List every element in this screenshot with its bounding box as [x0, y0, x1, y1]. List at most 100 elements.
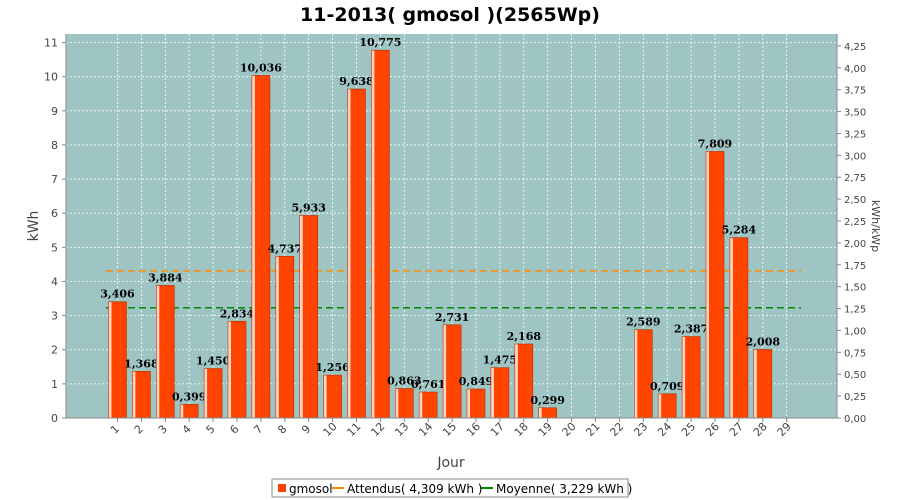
- y-tick-label: 9: [51, 105, 58, 118]
- bar-value-label: 2,589: [626, 316, 660, 329]
- bar-highlight: [275, 256, 279, 418]
- bar-day-3: 3,884: [148, 271, 183, 419]
- x-tick-label: 26: [703, 420, 722, 439]
- x-tick-label: 13: [392, 420, 411, 439]
- bar-value-label: 5,284: [722, 224, 757, 237]
- legend-box: [271, 478, 629, 498]
- bar-value-label: 2,387: [674, 323, 708, 336]
- y-tick-label: 10: [44, 71, 58, 84]
- y2-tick-label: 3,75: [844, 86, 866, 97]
- bar-day-13: 0,863: [387, 375, 422, 419]
- y2-tick-label: 0,75: [844, 348, 866, 359]
- bar-day-14: 0,761: [411, 378, 445, 419]
- bar-value-label: 0,863: [387, 375, 421, 388]
- y-tick-label: 0: [51, 412, 58, 425]
- legend: gmosol Attendus( 4,309 kWh ) Moyenne( 3,…: [271, 478, 632, 498]
- x-tick-label: 19: [536, 420, 555, 439]
- bar-value-label: 2,731: [435, 311, 469, 324]
- bar: [132, 371, 151, 418]
- bar: [228, 321, 246, 418]
- x-tick-label: 28: [751, 420, 770, 439]
- y2-axis-label: kWh/kWp: [869, 200, 882, 252]
- bar: [419, 392, 438, 418]
- bars: 3,406 1,368 3,884 0,399 1,450 2,834 10,036 4,73…: [100, 36, 781, 419]
- bar: [538, 407, 557, 418]
- y2-tick-label: 0,50: [844, 370, 866, 381]
- bar-day-11: 9,638: [339, 75, 374, 419]
- bar-highlight: [180, 404, 184, 418]
- bar-highlight: [514, 343, 518, 418]
- y2-tick-label: 1,25: [844, 305, 866, 316]
- bar: [729, 237, 748, 418]
- bar-value-label: 10,036: [240, 61, 282, 74]
- x-tick-label: 6: [227, 422, 241, 436]
- x-tick-label: 2: [132, 422, 146, 436]
- bar: [658, 393, 677, 418]
- x-tick-label: 5: [204, 422, 218, 436]
- bar-highlight: [490, 367, 494, 418]
- x-tick-label: 29: [775, 420, 794, 439]
- bar: [706, 151, 724, 418]
- bar-highlight: [538, 407, 542, 418]
- bar-day-1: 3,406: [100, 288, 135, 419]
- y2-tick-label: 1,75: [844, 261, 866, 272]
- y-tick-label: 2: [51, 344, 58, 357]
- legend-swatch-gmosol: [278, 484, 286, 492]
- bar-day-15: 2,731: [435, 311, 469, 419]
- bar-highlight: [204, 368, 208, 418]
- x-tick-label: 27: [727, 420, 746, 439]
- x-tick-label: 1: [108, 422, 122, 436]
- y2-tick-label: 4,00: [844, 64, 866, 75]
- bar-highlight: [228, 321, 231, 418]
- bar-highlight: [299, 215, 303, 418]
- bar-value-label: 0,849: [459, 375, 493, 388]
- bar-day-28: 2,008: [746, 335, 781, 419]
- bar-day-27: 5,284: [722, 224, 757, 419]
- bar-day-17: 1,475: [483, 354, 517, 419]
- bar-highlight: [753, 349, 757, 418]
- x-tick-label: 16: [464, 420, 483, 439]
- bar-value-label: 1,475: [483, 354, 517, 367]
- bar-highlight: [323, 375, 327, 418]
- x-axis-label: Jour: [436, 455, 465, 471]
- bar-value-label: 5,933: [291, 201, 325, 214]
- bar-value-label: 2,168: [507, 330, 542, 343]
- bar-value-label: 3,406: [100, 288, 135, 301]
- bar-value-label: 10,775: [359, 36, 401, 49]
- bar-highlight: [347, 89, 351, 418]
- bar-highlight: [443, 324, 447, 418]
- bar-value-label: 9,638: [339, 75, 374, 88]
- bar-value-label: 3,884: [148, 271, 183, 284]
- bar: [204, 368, 223, 418]
- x-tick-label: 10: [321, 420, 340, 439]
- y-tick-label: 1: [51, 378, 58, 391]
- legend-label-attendus: Attendus( 4,309 kWh ): [347, 482, 482, 496]
- bar-value-label: 2,834: [220, 307, 255, 320]
- bar-day-24: 0,709: [650, 380, 684, 419]
- x-tick-label: 21: [583, 420, 602, 439]
- bar: [108, 301, 127, 418]
- bar-day-5: 1,450: [196, 355, 231, 419]
- bar-value-label: 2,008: [746, 335, 781, 348]
- bar-day-7: 10,036: [240, 61, 282, 419]
- y2-tick-label: 1,50: [844, 283, 866, 294]
- bar-day-25: 2,387: [674, 323, 708, 419]
- bar-day-10: 1,256: [315, 361, 350, 419]
- bar: [371, 50, 390, 419]
- bar-value-label: 1,256: [315, 361, 350, 374]
- x-tick-label: 15: [440, 420, 459, 439]
- bar: [490, 367, 509, 418]
- bar-highlight: [419, 392, 423, 418]
- y2-tick-label: 2,00: [844, 239, 866, 250]
- bar: [514, 343, 533, 418]
- chart-title: 11-2013( gmosol )(2565Wp): [300, 4, 600, 26]
- bar-day-18: 2,168: [507, 330, 542, 419]
- bar-highlight: [251, 75, 255, 418]
- bar-highlight: [658, 393, 662, 418]
- x-tick-label: 24: [655, 420, 674, 439]
- x-tick-label: 8: [275, 422, 289, 436]
- bar-day-6: 2,834: [220, 307, 255, 419]
- x-tick-label: 25: [679, 420, 698, 439]
- bar-highlight: [706, 151, 709, 418]
